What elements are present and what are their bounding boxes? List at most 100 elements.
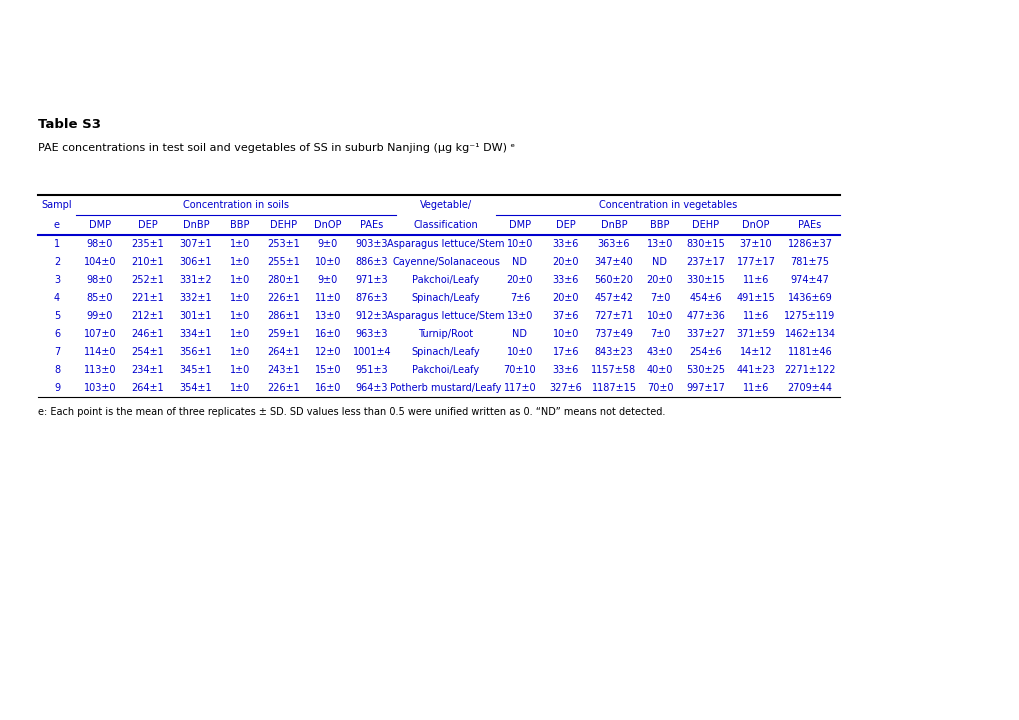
Text: 280±1: 280±1 <box>267 275 300 285</box>
Text: 13±0: 13±0 <box>646 239 673 249</box>
Text: 40±0: 40±0 <box>646 365 673 375</box>
Text: 530±25: 530±25 <box>686 365 725 375</box>
Text: 1157±58: 1157±58 <box>591 365 636 375</box>
Text: 843±23: 843±23 <box>594 347 633 357</box>
Text: 345±1: 345±1 <box>179 365 212 375</box>
Text: 33±6: 33±6 <box>552 365 579 375</box>
Text: 13±0: 13±0 <box>315 311 340 321</box>
Text: 11±6: 11±6 <box>742 311 768 321</box>
Text: 347±40: 347±40 <box>594 257 633 267</box>
Text: 2709±44: 2709±44 <box>787 383 832 393</box>
Text: 1436±69: 1436±69 <box>787 293 832 303</box>
Text: 11±6: 11±6 <box>742 383 768 393</box>
Text: 7±0: 7±0 <box>649 329 669 339</box>
Text: 11±6: 11±6 <box>742 275 768 285</box>
Text: 1±0: 1±0 <box>229 383 250 393</box>
Text: 286±1: 286±1 <box>267 311 300 321</box>
Text: 886±3: 886±3 <box>356 257 388 267</box>
Text: 107±0: 107±0 <box>84 329 116 339</box>
Text: 16±0: 16±0 <box>315 329 340 339</box>
Text: 457±42: 457±42 <box>594 293 633 303</box>
Text: Pakchoi/Leafy: Pakchoi/Leafy <box>412 365 479 375</box>
Text: 9±0: 9±0 <box>318 275 337 285</box>
Text: 9±0: 9±0 <box>318 239 337 249</box>
Text: 234±1: 234±1 <box>131 365 164 375</box>
Text: PAEs: PAEs <box>798 220 821 230</box>
Text: 99±0: 99±0 <box>87 311 113 321</box>
Text: 103±0: 103±0 <box>84 383 116 393</box>
Text: 37±6: 37±6 <box>552 311 579 321</box>
Text: 330±15: 330±15 <box>686 275 725 285</box>
Text: 10±0: 10±0 <box>506 347 533 357</box>
Text: 43±0: 43±0 <box>646 347 673 357</box>
Text: 737±49: 737±49 <box>594 329 633 339</box>
Text: 727±71: 727±71 <box>594 311 633 321</box>
Text: 7±0: 7±0 <box>649 293 669 303</box>
Text: 964±3: 964±3 <box>356 383 388 393</box>
Text: 10±0: 10±0 <box>646 311 673 321</box>
Text: Cayenne/Solanaceous: Cayenne/Solanaceous <box>391 257 499 267</box>
Text: Asparagus lettuce/Stem: Asparagus lettuce/Stem <box>387 239 504 249</box>
Text: 12±0: 12±0 <box>315 347 341 357</box>
Text: ND: ND <box>512 257 527 267</box>
Text: 327±6: 327±6 <box>549 383 582 393</box>
Text: 4: 4 <box>54 293 60 303</box>
Text: 781±75: 781±75 <box>790 257 828 267</box>
Text: DMP: DMP <box>508 220 531 230</box>
Text: DnOP: DnOP <box>742 220 769 230</box>
Text: 307±1: 307±1 <box>179 239 212 249</box>
Text: 1±0: 1±0 <box>229 293 250 303</box>
Text: DEHP: DEHP <box>270 220 298 230</box>
Text: 226±1: 226±1 <box>267 383 300 393</box>
Text: 441±23: 441±23 <box>736 365 774 375</box>
Text: 1±0: 1±0 <box>229 311 250 321</box>
Text: 1181±46: 1181±46 <box>787 347 832 357</box>
Text: DnBP: DnBP <box>600 220 627 230</box>
Text: 10±0: 10±0 <box>506 239 533 249</box>
Text: 1275±119: 1275±119 <box>784 311 835 321</box>
Text: 243±1: 243±1 <box>267 365 300 375</box>
Text: Vegetable/: Vegetable/ <box>420 200 472 210</box>
Text: 104±0: 104±0 <box>84 257 116 267</box>
Text: 226±1: 226±1 <box>267 293 300 303</box>
Text: 8: 8 <box>54 365 60 375</box>
Text: 560±20: 560±20 <box>594 275 633 285</box>
Text: 477±36: 477±36 <box>686 311 725 321</box>
Text: PAE concentrations in test soil and vegetables of SS in suburb Nanjing (μg kg⁻¹ : PAE concentrations in test soil and vege… <box>38 143 515 153</box>
Text: 337±27: 337±27 <box>686 329 725 339</box>
Text: DnOP: DnOP <box>314 220 341 230</box>
Text: PAEs: PAEs <box>360 220 383 230</box>
Text: Spinach/Leafy: Spinach/Leafy <box>412 347 480 357</box>
Text: 11±0: 11±0 <box>315 293 340 303</box>
Text: 354±1: 354±1 <box>179 383 212 393</box>
Text: 974±47: 974±47 <box>790 275 828 285</box>
Text: 363±6: 363±6 <box>597 239 630 249</box>
Text: 454±6: 454±6 <box>689 293 721 303</box>
Text: 252±1: 252±1 <box>131 275 164 285</box>
Text: 20±0: 20±0 <box>552 257 579 267</box>
Text: 264±1: 264±1 <box>131 383 164 393</box>
Text: 113±0: 113±0 <box>84 365 116 375</box>
Text: Sampl: Sampl <box>42 200 72 210</box>
Text: 210±1: 210±1 <box>131 257 164 267</box>
Text: 20±0: 20±0 <box>506 275 533 285</box>
Text: 13±0: 13±0 <box>506 311 533 321</box>
Text: 70±10: 70±10 <box>503 365 536 375</box>
Text: Asparagus lettuce/Stem: Asparagus lettuce/Stem <box>387 311 504 321</box>
Text: ND: ND <box>512 329 527 339</box>
Text: Pakchoi/Leafy: Pakchoi/Leafy <box>412 275 479 285</box>
Text: 98±0: 98±0 <box>87 275 113 285</box>
Text: 1±0: 1±0 <box>229 329 250 339</box>
Text: 9: 9 <box>54 383 60 393</box>
Text: 85±0: 85±0 <box>87 293 113 303</box>
Text: 20±0: 20±0 <box>552 293 579 303</box>
Text: 491±15: 491±15 <box>736 293 774 303</box>
Text: 254±6: 254±6 <box>689 347 721 357</box>
Text: 10±0: 10±0 <box>552 329 579 339</box>
Text: 3: 3 <box>54 275 60 285</box>
Text: 114±0: 114±0 <box>84 347 116 357</box>
Text: 14±12: 14±12 <box>739 347 771 357</box>
Text: 177±17: 177±17 <box>736 257 774 267</box>
Text: 332±1: 332±1 <box>179 293 212 303</box>
Text: 356±1: 356±1 <box>179 347 212 357</box>
